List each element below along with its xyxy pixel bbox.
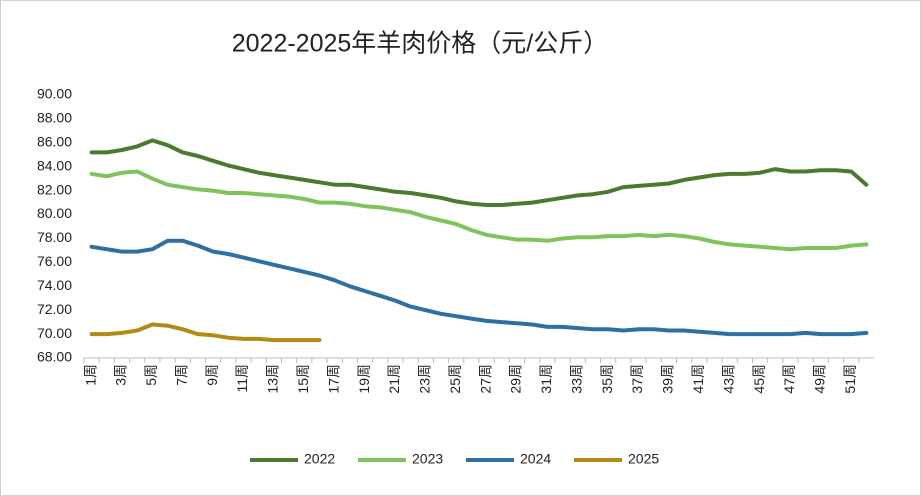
y-tick-label: 82.00 [37,181,72,197]
x-tick-label: 25周 [447,364,463,394]
x-tick-label: 41周 [690,364,706,394]
y-tick-label: 76.00 [37,253,72,269]
x-tick-label: 15周 [295,364,311,394]
legend-label: 2024 [520,451,551,467]
x-tick-label: 17周 [325,364,341,394]
y-tick-label: 86.00 [37,134,72,150]
x-tick-label: 29周 [508,364,524,394]
legend-label: 2025 [628,451,659,467]
series-line [89,138,869,207]
x-tick-label: 31周 [538,364,554,394]
x-tick-label: 45周 [751,364,767,394]
x-tick-label: 3周 [113,364,129,386]
x-tick-label: 11周 [234,364,250,393]
chart-title: 2022-2025年羊肉价格（元/公斤） [232,30,609,58]
x-tick-label: 9周 [204,364,220,386]
x-tick-label: 1周 [82,364,98,386]
legend-label: 2023 [412,451,443,467]
x-tick-label: 43周 [720,364,736,394]
x-tick-label: 51周 [842,364,858,394]
y-tick-label: 84.00 [37,157,72,173]
x-tick-label: 49周 [812,364,828,394]
x-tick-label: 21周 [386,364,402,394]
y-tick-label: 78.00 [37,229,72,245]
x-tick-label: 39周 [660,364,676,394]
x-tick-label: 27周 [477,364,493,394]
x-tick-label: 47周 [781,364,797,394]
y-tick-label: 72.00 [37,301,72,317]
series-line [89,238,869,337]
legend-label: 2022 [304,451,335,467]
y-tick-label: 70.00 [37,325,72,341]
y-tick-label: 90.00 [37,86,72,102]
x-tick-label: 35周 [599,364,615,394]
series-line [89,322,322,343]
y-tick-label: 80.00 [37,205,72,221]
y-tick-label: 68.00 [37,349,72,365]
series-line [89,169,869,252]
x-tick-label: 33周 [568,364,584,394]
x-tick-label: 23周 [417,364,433,394]
x-tick-label: 19周 [356,364,372,394]
x-tick-label: 13周 [265,364,281,394]
x-tick-label: 5周 [143,364,159,386]
y-tick-label: 74.00 [37,277,72,293]
y-tick-label: 88.00 [37,110,72,126]
x-tick-label: 7周 [173,364,189,386]
x-tick-label: 37周 [629,364,645,394]
